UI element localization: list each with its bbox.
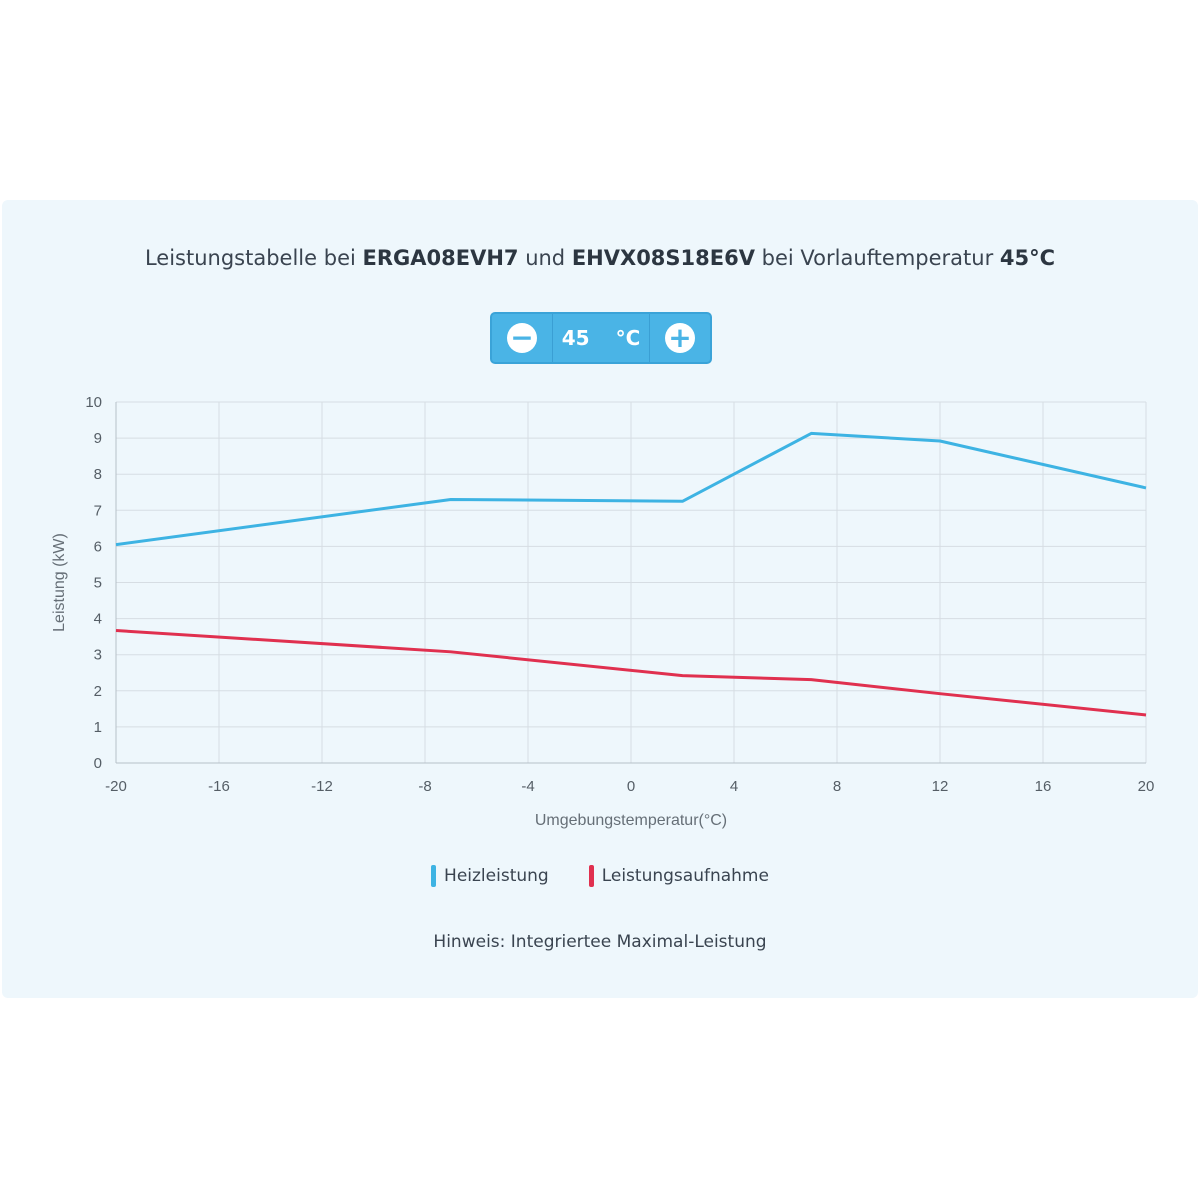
x-tick-label: 8 bbox=[833, 778, 841, 795]
y-tick-label: 7 bbox=[94, 502, 102, 519]
y-tick-label: 10 bbox=[85, 394, 102, 411]
title-text-1: Leistungstabelle bei bbox=[144, 246, 363, 270]
y-tick-label: 3 bbox=[94, 647, 102, 664]
plus-circle-icon: + bbox=[665, 323, 695, 353]
legend-label: Leistungsaufnahme bbox=[601, 866, 769, 886]
x-tick-label: 16 bbox=[1035, 778, 1052, 795]
title-text-2: und bbox=[518, 246, 572, 270]
increase-button[interactable]: + bbox=[650, 314, 710, 362]
title-model-2: EHVX08S18E6V bbox=[571, 246, 755, 270]
x-tick-label: 12 bbox=[932, 778, 949, 795]
x-tick-label: 0 bbox=[627, 778, 635, 795]
title-model-1: ERGA08EVH7 bbox=[362, 246, 519, 270]
y-tick-label: 9 bbox=[94, 430, 102, 447]
title-temperature: 45°C bbox=[999, 246, 1056, 270]
series-line-leistungsaufnahme bbox=[115, 629, 1147, 717]
legend-swatch bbox=[588, 865, 594, 887]
x-tick-label: 4 bbox=[730, 778, 738, 795]
x-tick-label: -20 bbox=[105, 778, 127, 795]
y-tick-label: 4 bbox=[94, 611, 102, 628]
x-tick-label: -12 bbox=[311, 778, 333, 795]
minus-circle-icon: − bbox=[507, 323, 537, 353]
chart-legend: Heizleistung Leistungsaufnahme bbox=[0, 865, 1200, 887]
temperature-stepper: − 45 °C + bbox=[490, 312, 712, 364]
x-axis-label: Umgebungstemperatur(°C) bbox=[535, 812, 727, 829]
legend-label: Heizleistung bbox=[444, 866, 549, 886]
stepper-value: 45 °C bbox=[553, 326, 649, 350]
y-tick-label: 2 bbox=[94, 683, 102, 700]
y-tick-label: 0 bbox=[94, 755, 102, 772]
chart-title: Leistungstabelle bei ERGA08EVH7 und EHVX… bbox=[0, 246, 1200, 270]
series-line-heizleistung bbox=[115, 431, 1147, 547]
y-tick-label: 5 bbox=[94, 575, 102, 592]
stepper-divider bbox=[649, 314, 650, 362]
legend-swatch bbox=[431, 865, 437, 887]
temperature-unit: °C bbox=[615, 326, 641, 350]
legend-item-heizleistung[interactable]: Heizleistung bbox=[431, 865, 549, 887]
y-axis-label: Leistung (kW) bbox=[51, 533, 68, 632]
x-tick-label: -16 bbox=[208, 778, 230, 795]
y-tick-label: 6 bbox=[94, 538, 102, 555]
temperature-value: 45 bbox=[561, 326, 590, 350]
y-tick-label: 1 bbox=[94, 719, 102, 736]
title-text-3: bei Vorlauftemperatur bbox=[754, 246, 1000, 270]
footnote: Hinweis: Integriertee Maximal-Leistung bbox=[433, 932, 767, 952]
x-tick-label: 20 bbox=[1138, 778, 1155, 795]
stepper-divider bbox=[552, 314, 553, 362]
x-tick-label: -4 bbox=[521, 778, 534, 795]
decrease-button[interactable]: − bbox=[492, 314, 552, 362]
y-tick-label: 8 bbox=[94, 466, 102, 483]
legend-item-leistungsaufnahme[interactable]: Leistungsaufnahme bbox=[588, 865, 769, 887]
x-tick-label: -8 bbox=[418, 778, 431, 795]
